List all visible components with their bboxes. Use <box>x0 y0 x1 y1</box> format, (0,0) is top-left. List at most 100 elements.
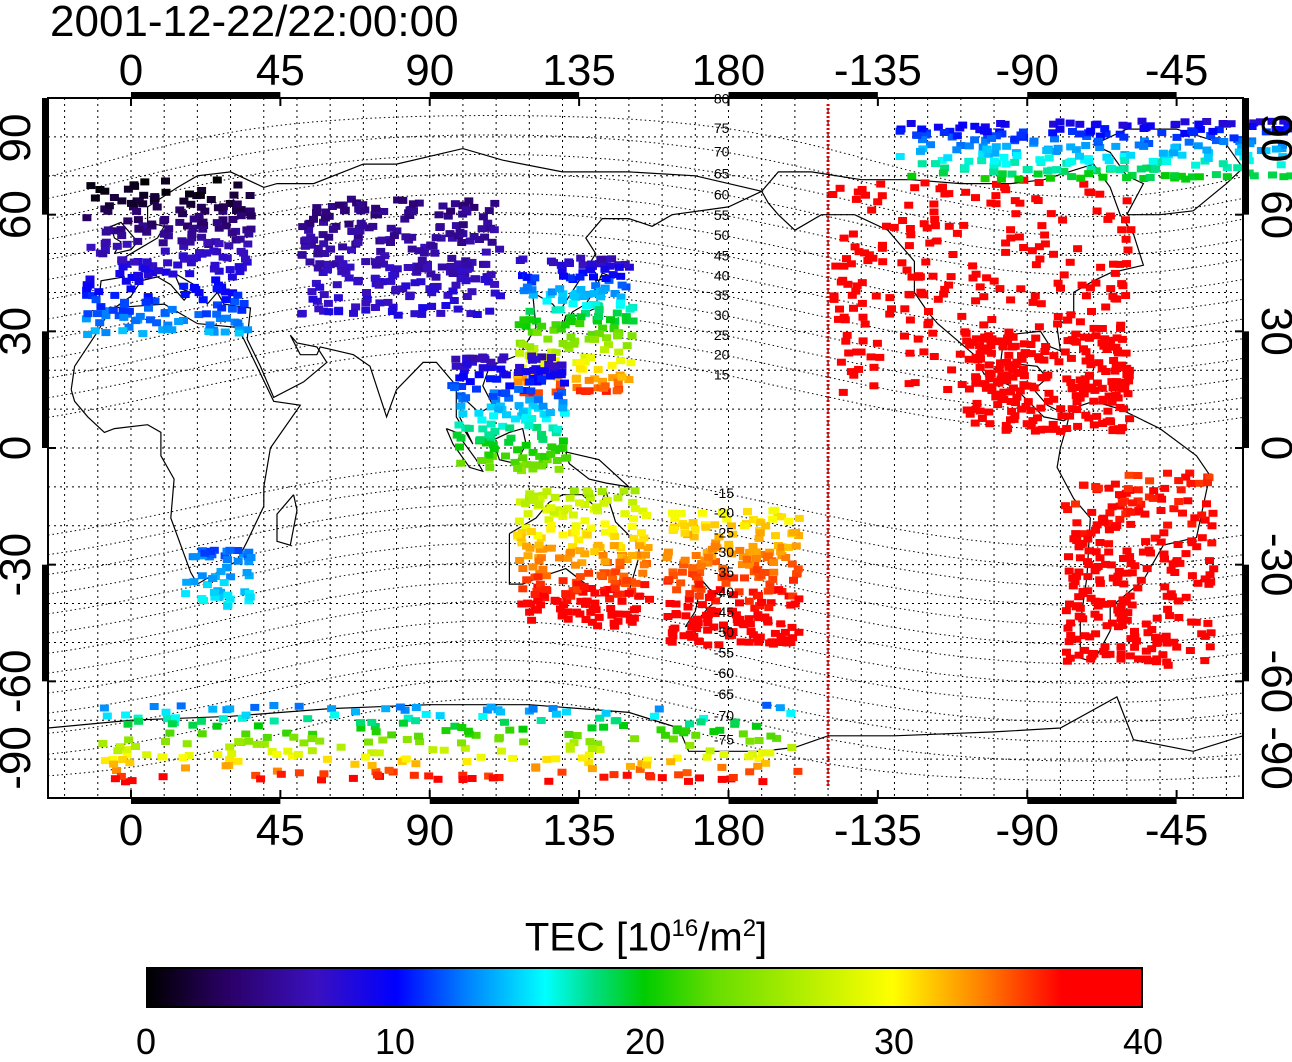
tec-pixel <box>1153 615 1162 622</box>
tec-pixel <box>1181 176 1190 183</box>
mlat-label: -45 <box>714 604 734 620</box>
tec-pixel <box>1095 191 1104 198</box>
tec-pixel <box>961 164 970 171</box>
tec-pixel <box>918 160 927 167</box>
tec-pixel <box>134 226 143 233</box>
tec-pixel <box>1111 295 1120 302</box>
tec-pixel <box>435 211 444 218</box>
tec-pixel <box>594 366 603 373</box>
tec-pixel <box>1117 643 1126 650</box>
tec-pixel <box>495 246 504 253</box>
tec-pixel <box>910 184 919 191</box>
tec-pixel <box>490 446 499 453</box>
tec-pixel <box>784 518 793 525</box>
tec-pixel <box>706 747 715 754</box>
tec-pixel <box>870 364 879 371</box>
tec-pixel <box>1111 143 1120 150</box>
tec-pixel <box>1089 650 1098 657</box>
tec-pixel <box>1203 479 1212 486</box>
tec-pixel <box>558 362 567 369</box>
mlat-label: -65 <box>714 686 734 702</box>
tec-pixel <box>851 243 860 250</box>
tec-pixel <box>361 299 370 306</box>
tec-pixel <box>524 422 533 429</box>
tec-pixel <box>319 240 328 247</box>
tec-pixel <box>452 282 461 289</box>
tec-pixel <box>524 510 533 517</box>
tec-pixel <box>1146 174 1155 181</box>
lon-label-bottom: 180 <box>692 806 765 855</box>
tec-pixel <box>1124 485 1133 492</box>
tec-pixel <box>1197 512 1206 519</box>
tec-pixel <box>534 396 543 403</box>
tec-pixel <box>610 771 619 778</box>
tec-pixel <box>83 283 92 290</box>
tec-pixel <box>315 284 324 291</box>
tec-pixel <box>524 552 533 559</box>
tec-pixel <box>404 264 413 271</box>
tec-pixel <box>1087 308 1096 315</box>
lon-label-top: -135 <box>834 46 922 95</box>
tec-pixel <box>535 542 544 549</box>
tec-pixel <box>303 715 312 722</box>
tec-pixel <box>225 744 234 751</box>
tec-pixel <box>580 517 589 524</box>
mlat-label: 35 <box>714 287 730 303</box>
tec-pixel <box>428 746 437 753</box>
tec-pixel <box>698 510 707 517</box>
tec-pixel <box>949 251 958 258</box>
tec-pixel <box>514 386 523 393</box>
tec-pixel <box>1098 365 1107 372</box>
tec-pixel <box>485 308 494 315</box>
tec-pixel <box>362 289 371 296</box>
tec-pixel <box>1174 541 1183 548</box>
tec-pixel <box>559 340 568 347</box>
tec-pixel <box>599 724 608 731</box>
tec-pixel <box>618 598 627 605</box>
lon-label-top: 180 <box>692 46 765 95</box>
tec-pixel <box>527 528 536 535</box>
tec-pixel <box>175 219 184 226</box>
tec-pixel <box>830 296 839 303</box>
tec-pixel <box>854 366 863 373</box>
tec-pixel <box>745 768 754 775</box>
tec-pixel <box>83 310 92 317</box>
tec-pixel <box>518 585 527 592</box>
tec-pixel <box>735 547 744 554</box>
tec-pixel <box>1037 300 1046 307</box>
lat-label-left: -60 <box>0 650 40 714</box>
tec-pixel <box>1092 548 1101 555</box>
tec-pixel <box>1024 166 1033 173</box>
lat-label-left: 90 <box>0 114 40 163</box>
tec-pixel <box>188 722 197 729</box>
tec-pixel <box>385 767 394 774</box>
tec-pixel <box>1122 350 1131 357</box>
tec-pixel <box>394 312 403 319</box>
tec-pixel <box>914 272 923 279</box>
tec-pixel <box>1107 561 1116 568</box>
tec-pixel <box>761 760 770 767</box>
tec-pixel <box>241 256 250 263</box>
tec-pixel <box>632 580 641 587</box>
tec-pixel <box>190 216 199 223</box>
colorbar-tick-40: 40 <box>1103 1022 1183 1062</box>
tec-pixel <box>859 337 868 344</box>
tec-pixel <box>835 306 844 313</box>
tec-pixel <box>213 285 222 292</box>
tec-pixel <box>185 191 194 198</box>
tec-pixel <box>508 755 517 762</box>
tec-pixel <box>1126 635 1135 642</box>
tec-pixel <box>537 431 546 438</box>
tec-pixel <box>502 411 511 418</box>
tec-pixel <box>704 554 713 561</box>
tec-pixel <box>1002 359 1011 366</box>
tec-pixel <box>681 530 690 537</box>
tec-pixel <box>626 763 635 770</box>
tec-pixel <box>224 242 233 249</box>
tec-pixel <box>1109 357 1118 364</box>
tec-pixel <box>794 595 803 602</box>
tec-pixel <box>522 442 531 449</box>
tec-pixel <box>976 350 985 357</box>
tec-pixel <box>1178 152 1187 159</box>
tec-pixel <box>599 287 608 294</box>
